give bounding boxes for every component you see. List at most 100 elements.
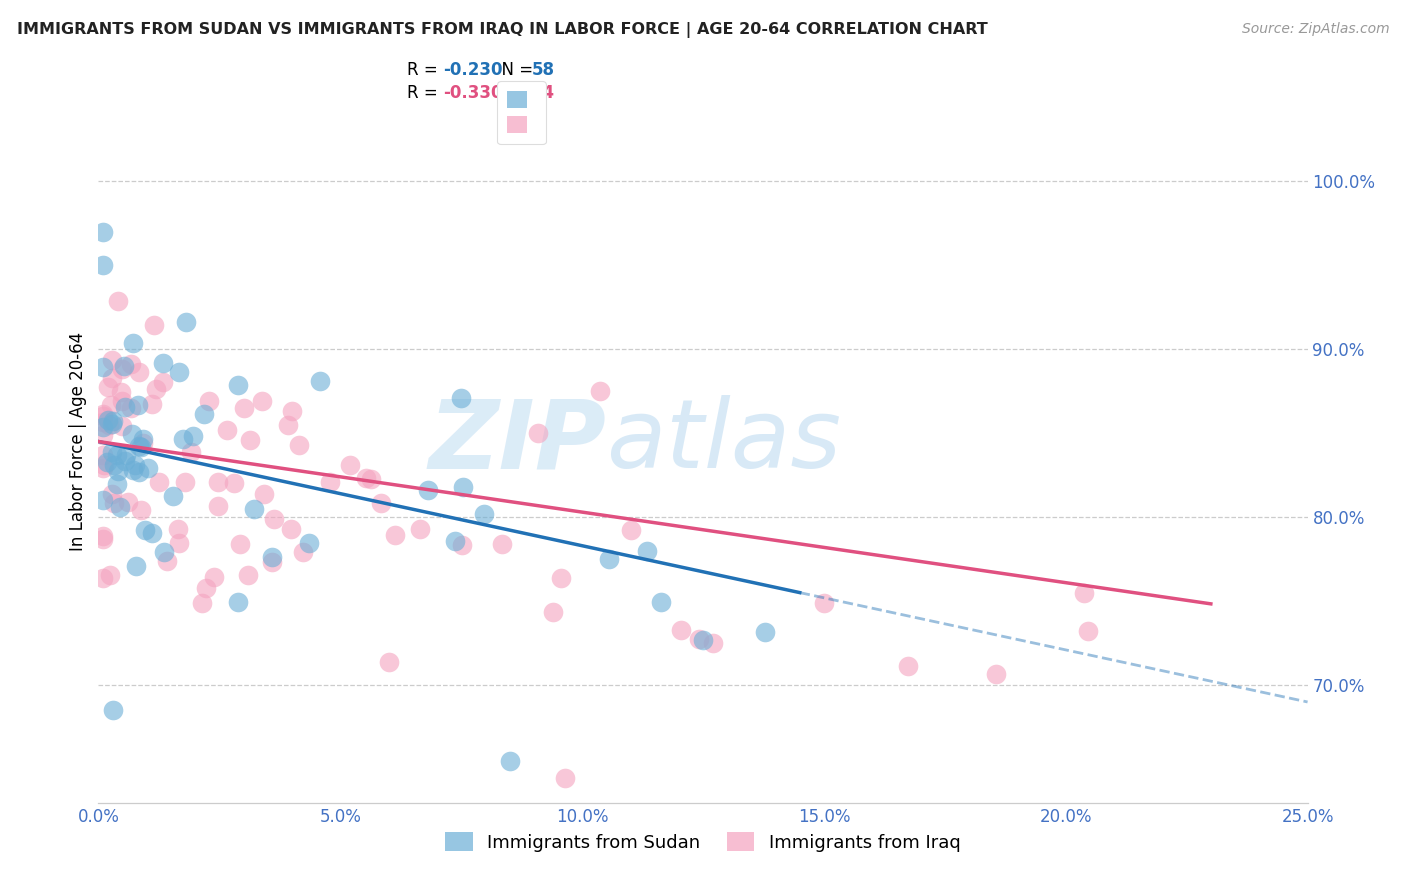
Immigrants from Iraq bbox=[702, 636, 724, 650]
Immigrants from Iraq bbox=[588, 384, 610, 398]
Immigrants from Iraq bbox=[287, 438, 309, 452]
Text: IMMIGRANTS FROM SUDAN VS IMMIGRANTS FROM IRAQ IN LABOR FORCE | AGE 20-64 CORRELA: IMMIGRANTS FROM SUDAN VS IMMIGRANTS FROM… bbox=[17, 22, 987, 38]
Immigrants from Iraq bbox=[669, 623, 692, 637]
Immigrants from Iraq bbox=[550, 571, 572, 585]
Immigrants from Sudan bbox=[101, 703, 124, 717]
Immigrants from Iraq bbox=[191, 596, 214, 610]
Immigrants from Sudan bbox=[598, 552, 620, 566]
Immigrants from Iraq bbox=[239, 433, 262, 447]
Immigrants from Sudan bbox=[91, 359, 114, 374]
Text: -0.230: -0.230 bbox=[443, 61, 502, 78]
Immigrants from Sudan bbox=[297, 536, 319, 550]
Text: ZIP: ZIP bbox=[429, 395, 606, 488]
Immigrants from Sudan bbox=[101, 444, 124, 458]
Immigrants from Iraq bbox=[98, 568, 121, 582]
Immigrants from Iraq bbox=[111, 393, 134, 408]
Immigrants from Iraq bbox=[93, 458, 115, 473]
Text: atlas: atlas bbox=[606, 395, 841, 488]
Immigrants from Sudan bbox=[153, 544, 176, 558]
Immigrants from Sudan bbox=[650, 594, 672, 608]
Immigrants from Iraq bbox=[451, 538, 474, 552]
Immigrants from Sudan bbox=[105, 477, 128, 491]
Immigrants from Sudan bbox=[91, 258, 114, 272]
Immigrants from Iraq bbox=[120, 401, 142, 416]
Immigrants from Sudan bbox=[754, 624, 776, 639]
Immigrants from Sudan bbox=[132, 432, 155, 446]
Immigrants from Sudan bbox=[91, 419, 114, 434]
Immigrants from Iraq bbox=[250, 394, 273, 409]
Immigrants from Iraq bbox=[180, 445, 202, 459]
Immigrants from Sudan bbox=[172, 432, 194, 446]
Immigrants from Iraq bbox=[91, 415, 114, 429]
Immigrants from Iraq bbox=[377, 655, 399, 669]
Legend: Immigrants from Sudan, Immigrants from Iraq: Immigrants from Sudan, Immigrants from I… bbox=[439, 825, 967, 859]
Immigrants from Iraq bbox=[110, 384, 132, 399]
Immigrants from Iraq bbox=[263, 511, 285, 525]
Text: -0.330: -0.330 bbox=[443, 84, 502, 102]
Immigrants from Iraq bbox=[688, 632, 710, 646]
Immigrants from Sudan bbox=[122, 463, 145, 477]
Immigrants from Iraq bbox=[156, 554, 179, 568]
Immigrants from Iraq bbox=[207, 475, 229, 489]
Immigrants from Sudan bbox=[416, 483, 439, 498]
Immigrants from Sudan bbox=[131, 440, 153, 454]
Immigrants from Sudan bbox=[453, 480, 475, 494]
Immigrants from Iraq bbox=[280, 522, 302, 536]
Immigrants from Iraq bbox=[101, 370, 124, 384]
Immigrants from Iraq bbox=[281, 404, 304, 418]
Immigrants from Sudan bbox=[110, 500, 132, 514]
Immigrants from Sudan bbox=[450, 391, 472, 405]
Immigrants from Iraq bbox=[91, 448, 114, 462]
Immigrants from Iraq bbox=[120, 357, 142, 371]
Immigrants from Iraq bbox=[97, 380, 120, 394]
Immigrants from Iraq bbox=[1073, 586, 1095, 600]
Immigrants from Sudan bbox=[122, 335, 145, 350]
Immigrants from Sudan bbox=[124, 458, 146, 473]
Immigrants from Iraq bbox=[91, 461, 114, 475]
Immigrants from Iraq bbox=[111, 419, 134, 434]
Immigrants from Sudan bbox=[100, 417, 122, 431]
Immigrants from Sudan bbox=[472, 507, 495, 521]
Immigrants from Sudan bbox=[226, 595, 249, 609]
Immigrants from Iraq bbox=[384, 528, 406, 542]
Immigrants from Iraq bbox=[152, 375, 174, 389]
Immigrants from Iraq bbox=[142, 318, 165, 332]
Immigrants from Iraq bbox=[897, 659, 920, 673]
Y-axis label: In Labor Force | Age 20-64: In Labor Force | Age 20-64 bbox=[69, 332, 87, 551]
Immigrants from Sudan bbox=[152, 356, 174, 370]
Immigrants from Iraq bbox=[107, 294, 129, 309]
Immigrants from Iraq bbox=[233, 401, 256, 415]
Text: 58: 58 bbox=[531, 61, 554, 78]
Immigrants from Iraq bbox=[174, 475, 197, 490]
Immigrants from Sudan bbox=[112, 359, 135, 373]
Immigrants from Iraq bbox=[169, 536, 191, 550]
Immigrants from Iraq bbox=[554, 771, 576, 785]
Immigrants from Sudan bbox=[125, 558, 148, 573]
Immigrants from Iraq bbox=[360, 472, 382, 486]
Immigrants from Iraq bbox=[228, 537, 250, 551]
Immigrants from Iraq bbox=[986, 666, 1008, 681]
Immigrants from Iraq bbox=[101, 487, 124, 501]
Immigrants from Sudan bbox=[242, 502, 264, 516]
Immigrants from Sudan bbox=[162, 489, 184, 503]
Immigrants from Iraq bbox=[100, 398, 122, 412]
Immigrants from Sudan bbox=[174, 315, 197, 329]
Immigrants from Sudan bbox=[103, 458, 125, 472]
Immigrants from Sudan bbox=[141, 525, 163, 540]
Text: R =: R = bbox=[406, 84, 443, 102]
Immigrants from Iraq bbox=[129, 503, 152, 517]
Immigrants from Sudan bbox=[115, 448, 138, 462]
Immigrants from Iraq bbox=[319, 475, 342, 489]
Immigrants from Sudan bbox=[636, 544, 658, 558]
Immigrants from Iraq bbox=[141, 397, 163, 411]
Immigrants from Iraq bbox=[491, 537, 513, 551]
Immigrants from Sudan bbox=[121, 426, 143, 441]
Immigrants from Iraq bbox=[148, 475, 170, 489]
Immigrants from Sudan bbox=[128, 466, 150, 480]
Immigrants from Sudan bbox=[114, 454, 136, 468]
Immigrants from Iraq bbox=[356, 471, 378, 485]
Immigrants from Iraq bbox=[91, 571, 114, 585]
Immigrants from Sudan bbox=[262, 549, 284, 564]
Immigrants from Sudan bbox=[498, 754, 520, 768]
Immigrants from Iraq bbox=[527, 426, 550, 441]
